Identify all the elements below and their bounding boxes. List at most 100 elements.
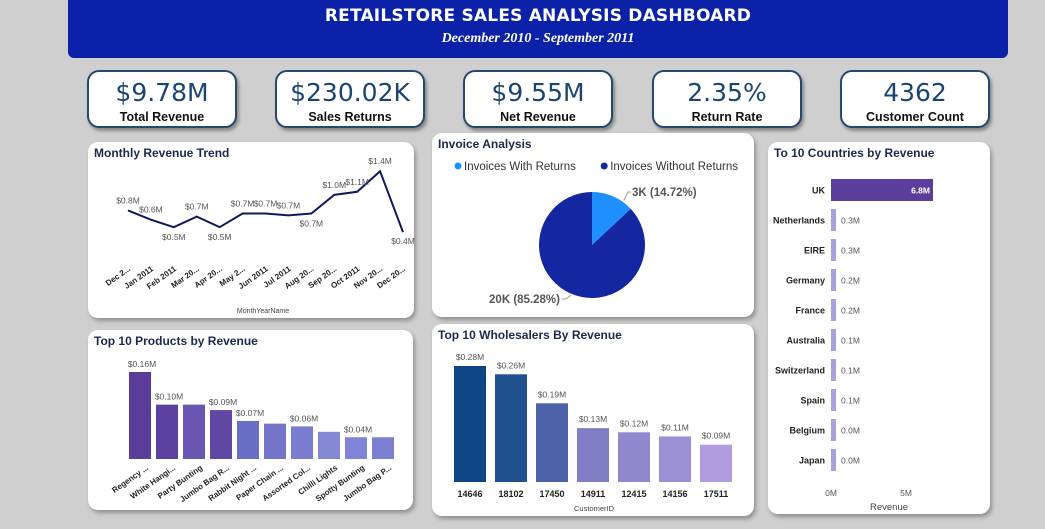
data-label: 0.1M bbox=[841, 336, 860, 346]
data-label: 0.2M bbox=[841, 276, 860, 286]
y-tick-label: Spain bbox=[800, 396, 825, 406]
y-tick-label: Japan bbox=[799, 456, 825, 466]
kpi-value: 4362 bbox=[883, 78, 947, 107]
data-label: 0.2M bbox=[841, 306, 860, 316]
y-tick-label: Switzerland bbox=[775, 366, 825, 376]
data-label: $0.04M bbox=[344, 424, 372, 434]
x-axis-title: Revenue bbox=[870, 502, 908, 513]
wholesalers-bar-chart: $0.28M 14646 $0.26M 18102 $0.19M 17450 $0.13M 1… bbox=[454, 352, 732, 513]
data-label: 3K (14.72%) bbox=[632, 187, 697, 199]
data-label: 20K (85.28%) bbox=[489, 294, 560, 306]
bar bbox=[345, 437, 367, 459]
bar bbox=[659, 436, 691, 482]
leader-line bbox=[562, 294, 572, 300]
data-label: $1.4M bbox=[368, 156, 392, 166]
bar bbox=[618, 432, 650, 482]
data-label: $0.7M bbox=[185, 202, 209, 212]
kpi-net-revenue[interactable]: $9.55M Net Revenue bbox=[463, 70, 613, 128]
data-label: 0.1M bbox=[841, 366, 860, 376]
bar bbox=[536, 403, 568, 482]
y-tick-label: Belgium bbox=[789, 426, 825, 436]
kpi-label: Total Revenue bbox=[119, 110, 205, 124]
data-label: 0.3M bbox=[841, 246, 860, 256]
data-label: $0.7M bbox=[300, 219, 324, 229]
data-label: $0.19M bbox=[538, 389, 566, 399]
products-panel[interactable]: Top 10 Products by Revenue $0.16M Regency… bbox=[88, 330, 413, 510]
x-tick-label: 14156 bbox=[662, 489, 687, 499]
data-label: $0.09M bbox=[702, 431, 730, 441]
x-tick-label: 14646 bbox=[457, 489, 482, 499]
x-tick-label: 12415 bbox=[621, 489, 646, 499]
wholesalers-panel[interactable]: Top 10 Wholesalers By Revenue $0.28M 1464… bbox=[432, 324, 754, 516]
legend-marker bbox=[600, 162, 608, 170]
countries-bar-chart: UK 6.8M Netherlands 0.3M EIRE 0.3M Germany 0.2M… bbox=[773, 179, 933, 513]
legend-label: Invoices Without Returns bbox=[610, 161, 738, 173]
bar bbox=[831, 179, 933, 201]
data-label: $0.16M bbox=[128, 359, 156, 369]
x-tick-label: 18102 bbox=[498, 489, 523, 499]
bar bbox=[831, 389, 836, 411]
y-tick-label: EIRE bbox=[804, 246, 825, 256]
x-tick-label: 17511 bbox=[704, 489, 729, 499]
monthly-revenue-panel[interactable]: Monthly Revenue Trend $0.8M Dec 2... $0.6M… bbox=[88, 142, 415, 318]
data-label: $0.10M bbox=[155, 392, 183, 402]
data-label: $0.12M bbox=[620, 418, 648, 428]
data-label: $0.4M bbox=[391, 236, 415, 246]
kpi-customer-count[interactable]: 4362 Customer Count bbox=[840, 70, 990, 128]
x-tick-label: Jumbo Bag P... bbox=[341, 463, 393, 503]
y-tick-label: UK bbox=[812, 186, 825, 196]
bar bbox=[495, 374, 527, 482]
kpi-sales-returns[interactable]: $230.02K Sales Returns bbox=[275, 70, 425, 128]
bar bbox=[183, 404, 205, 459]
bar bbox=[454, 366, 486, 482]
data-label: $0.5M bbox=[208, 232, 232, 242]
x-tick-label: 17450 bbox=[539, 489, 564, 499]
kpi-value: $9.55M bbox=[491, 78, 585, 107]
kpi-value: 2.35% bbox=[687, 78, 767, 107]
x-tick-label: 0M bbox=[825, 488, 837, 498]
x-tick-label: 14911 bbox=[581, 489, 606, 499]
pie-slice bbox=[539, 192, 645, 298]
data-label: $0.07M bbox=[236, 408, 264, 418]
bar bbox=[210, 410, 232, 459]
kpi-label: Return Rate bbox=[691, 110, 763, 124]
data-label: $1.1M bbox=[345, 177, 369, 187]
dashboard-subtitle: December 2010 - September 2011 bbox=[441, 31, 635, 46]
kpi-label: Sales Returns bbox=[308, 110, 392, 124]
bar bbox=[129, 372, 151, 459]
bar bbox=[831, 299, 836, 321]
chart-title: Invoice Analysis bbox=[438, 137, 532, 151]
bar bbox=[831, 329, 836, 351]
bar bbox=[831, 359, 836, 381]
data-label: $0.11M bbox=[661, 422, 689, 432]
bar bbox=[264, 423, 286, 459]
kpi-total-revenue[interactable]: $9.78M Total Revenue bbox=[87, 70, 237, 128]
invoice-analysis-panel[interactable]: Invoice Analysis Invoices With Returns In… bbox=[432, 133, 754, 317]
data-label: $0.7M bbox=[231, 199, 255, 209]
y-tick-label: Germany bbox=[786, 276, 825, 286]
leader-line bbox=[623, 191, 631, 201]
data-label: 0.0M bbox=[841, 426, 860, 436]
data-label: $0.26M bbox=[497, 360, 525, 370]
data-label: $0.28M bbox=[456, 352, 484, 362]
y-tick-label: France bbox=[795, 306, 825, 316]
data-label: $0.13M bbox=[579, 414, 607, 424]
kpi-label: Net Revenue bbox=[500, 110, 576, 124]
y-tick-label: Australia bbox=[786, 336, 826, 346]
data-label: $0.09M bbox=[209, 397, 237, 407]
y-tick-label: Netherlands bbox=[773, 216, 825, 226]
bar bbox=[700, 444, 732, 482]
bar bbox=[831, 269, 836, 291]
data-label: $0.7M bbox=[277, 200, 301, 210]
data-label: 0.3M bbox=[841, 216, 860, 226]
data-label: $0.06M bbox=[290, 413, 318, 423]
data-label: $0.8M bbox=[116, 195, 140, 205]
pie-slice bbox=[592, 192, 631, 245]
data-label: 0.0M bbox=[841, 456, 860, 466]
kpi-return-rate[interactable]: 2.35% Return Rate bbox=[652, 70, 802, 128]
chart-title: Monthly Revenue Trend bbox=[94, 146, 230, 160]
countries-panel[interactable]: To 10 Countries by Revenue UK 6.8M Netherl… bbox=[768, 142, 990, 514]
bar bbox=[156, 404, 178, 459]
x-tick-label: 5M bbox=[900, 488, 912, 498]
